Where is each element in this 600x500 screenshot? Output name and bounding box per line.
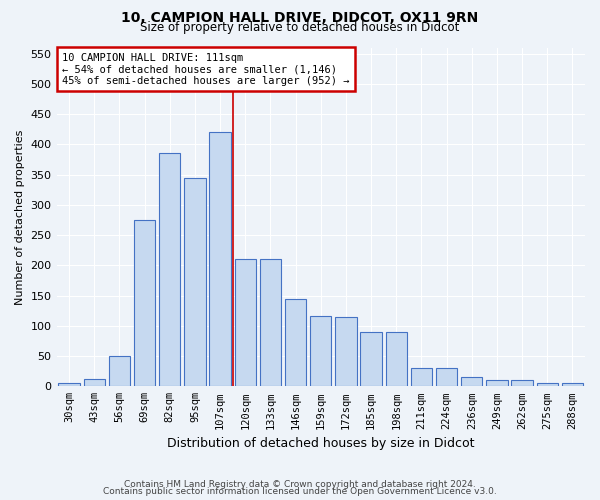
Text: 10 CAMPION HALL DRIVE: 111sqm
← 54% of detached houses are smaller (1,146)
45% o: 10 CAMPION HALL DRIVE: 111sqm ← 54% of d… xyxy=(62,52,349,86)
Bar xyxy=(386,332,407,386)
Bar xyxy=(209,132,231,386)
Bar xyxy=(58,384,80,386)
Bar xyxy=(235,260,256,386)
Bar xyxy=(536,384,558,386)
Text: Contains public sector information licensed under the Open Government Licence v3: Contains public sector information licen… xyxy=(103,487,497,496)
Bar xyxy=(562,384,583,386)
Bar xyxy=(461,377,482,386)
Text: 10, CAMPION HALL DRIVE, DIDCOT, OX11 9RN: 10, CAMPION HALL DRIVE, DIDCOT, OX11 9RN xyxy=(121,11,479,25)
Bar xyxy=(184,178,206,386)
Bar xyxy=(411,368,432,386)
Bar xyxy=(83,379,105,386)
Bar xyxy=(511,380,533,386)
Bar xyxy=(285,298,307,386)
Bar xyxy=(335,316,356,386)
Bar xyxy=(109,356,130,386)
Bar xyxy=(361,332,382,386)
Bar xyxy=(159,154,181,386)
Bar xyxy=(260,260,281,386)
Text: Size of property relative to detached houses in Didcot: Size of property relative to detached ho… xyxy=(140,22,460,35)
Bar xyxy=(310,316,331,386)
X-axis label: Distribution of detached houses by size in Didcot: Distribution of detached houses by size … xyxy=(167,437,475,450)
Bar xyxy=(436,368,457,386)
Bar xyxy=(486,380,508,386)
Y-axis label: Number of detached properties: Number of detached properties xyxy=(15,129,25,304)
Text: Contains HM Land Registry data © Crown copyright and database right 2024.: Contains HM Land Registry data © Crown c… xyxy=(124,480,476,489)
Bar xyxy=(134,220,155,386)
